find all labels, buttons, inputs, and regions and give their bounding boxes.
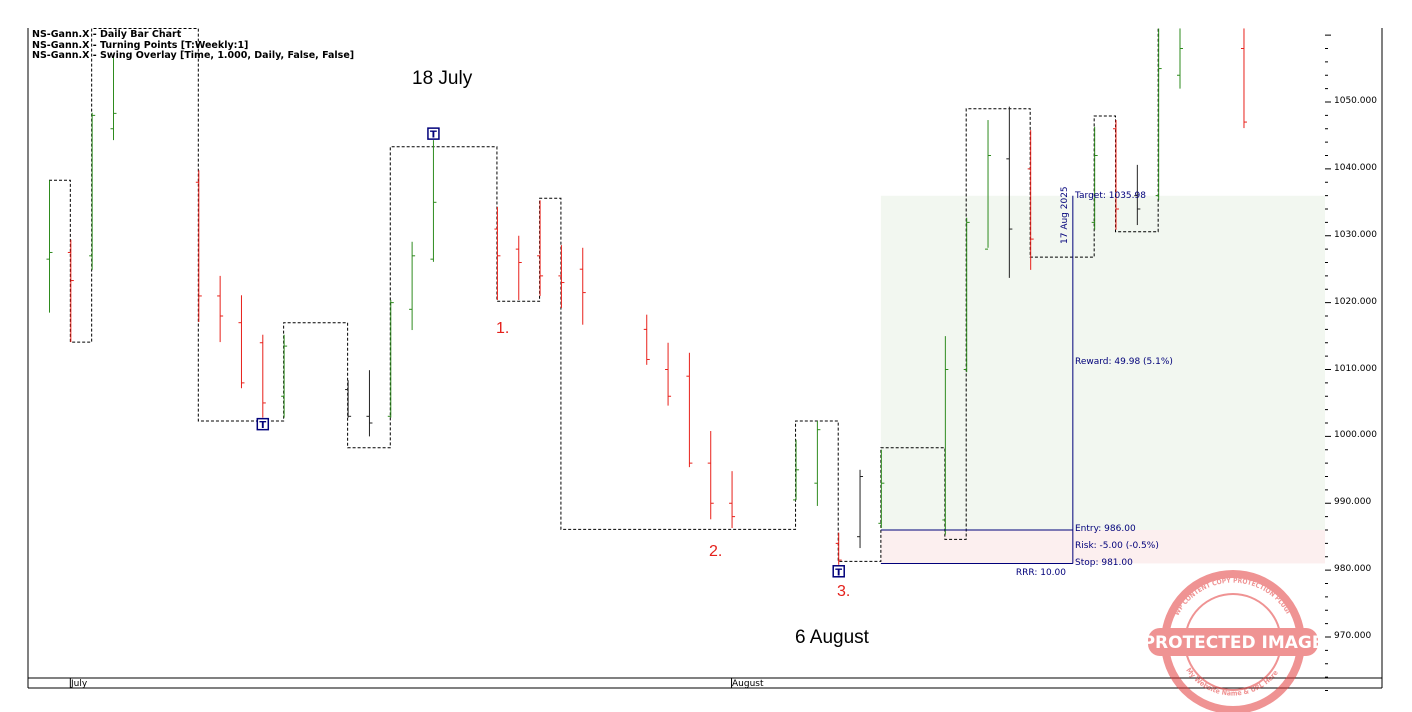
turning-point-marker [832, 565, 845, 578]
position-date-label: 17 Aug 2025 [1060, 186, 1070, 244]
legend-turning-points: NS-Gann.X - Turning Points [T:Weekly:1] [32, 39, 249, 51]
legend-bar-chart: NS-Gann.X - Daily Bar Chart [32, 29, 182, 40]
risk-zone [880, 530, 1325, 564]
stop-label: Stop: 981.00 [1075, 558, 1133, 568]
svg-text:My Website Name & URL Here: My Website Name & URL Here [1184, 666, 1280, 697]
turning-point-marker [256, 417, 270, 431]
date-axis-july: July [71, 679, 88, 689]
indicator-legend: NS-Gann.X - Daily Bar Chart NS-Gann.X - … [32, 29, 355, 62]
turning-point-label: T [430, 130, 437, 141]
watermark-band [1148, 628, 1318, 656]
protected-image-watermark: WP CONTENT COPY PROTECTION PLUGIN My Web… [1148, 566, 1318, 712]
turning-point-label: T [835, 567, 842, 578]
price-tick-label: 990.000 [1334, 497, 1372, 508]
price-tick-label: 1040.000 [1334, 162, 1377, 173]
rrr-label: RRR: 10.00 [1015, 568, 1066, 578]
annotation-low-date: 6 August [795, 627, 869, 648]
price-tick-label: 970.000 [1334, 631, 1372, 641]
annotation-point-1: 1. [496, 320, 510, 337]
reward-zone [880, 195, 1325, 531]
risk-label: Risk: -5.00 (-0.5%) [1075, 541, 1159, 551]
entry-label: Entry: 986.00 [1075, 524, 1136, 534]
target-label: Target: 1035.98 [1075, 191, 1146, 201]
turning-point-label: T [259, 420, 266, 431]
price-tick-label: 1050.000 [1334, 96, 1377, 106]
price-tick-label: 1020.000 [1334, 296, 1377, 307]
reward-label: Reward: 49.98 (5.1%) [1075, 357, 1173, 367]
price-tick-label: 980.000 [1334, 564, 1372, 575]
annotation-point-3: 3. [837, 583, 851, 600]
annotation-point-2: 2. [709, 543, 723, 560]
turning-point-marker [427, 127, 440, 140]
price-tick-label: 1030.000 [1334, 229, 1377, 240]
watermark-bottom-text: My Website Name & URL Here [1184, 666, 1280, 697]
price-tick-label: 1000.000 [1334, 430, 1377, 441]
watermark-main-text: PROTECTED IMAGE [1148, 633, 1318, 653]
date-axis-august: August [732, 679, 764, 689]
legend-swing-overlay: NS-Gann.X - Swing Overlay [Time, 1.000, … [32, 50, 355, 61]
price-tick-label: 1010.000 [1334, 363, 1377, 374]
annotation-high-date: 18 July [412, 68, 473, 89]
